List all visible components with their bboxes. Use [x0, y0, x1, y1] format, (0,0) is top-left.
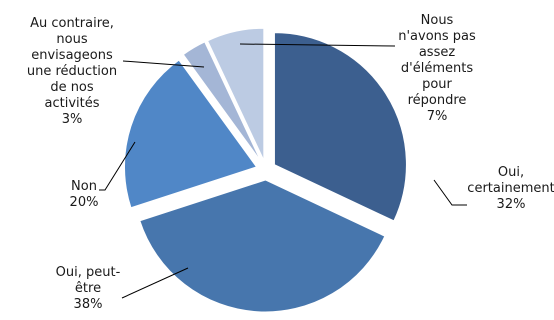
data-label-line: n'avons pas — [398, 29, 476, 44]
leader-line-au-contraire — [122, 60, 205, 68]
label-group: Oui, certainement 32% Oui, peut-être 38% Non 2… — [27, 13, 554, 312]
data-label-line: Nous — [421, 13, 454, 28]
data-label-line: assez — [419, 45, 456, 60]
data-label-line: Oui, — [498, 165, 524, 180]
pie-slice-non — [124, 59, 258, 209]
data-label-oui-peut-etre: Oui, peut-être 38% — [56, 265, 121, 312]
leader-line-oui-certainement — [433, 179, 467, 206]
data-label-line: être — [75, 281, 101, 296]
leader-line-non — [99, 141, 136, 191]
data-label-line: de nos — [50, 80, 94, 95]
pie-slice-oui-certainement — [273, 32, 407, 222]
data-label-line: Au contraire, — [30, 16, 114, 31]
data-label-line: 38% — [74, 297, 103, 312]
data-label-line: nous — [56, 32, 87, 47]
data-label-line: 32% — [497, 197, 526, 212]
data-label-non: Non 20% — [70, 179, 99, 210]
data-label-oui-certainement: Oui, certainement 32% — [467, 165, 554, 212]
leader-line-nous-navons-pas — [239, 43, 396, 47]
data-label-line: pour — [422, 77, 452, 92]
data-label-line: une réduction — [27, 64, 117, 79]
data-label-line: 3% — [62, 112, 83, 127]
pie-slice-oui-peut-etre — [139, 179, 386, 313]
pie-slice-nous-navons-pas — [206, 27, 265, 161]
data-label-line: d'éléments — [401, 61, 473, 76]
data-label-nous-navons-pas: Nous n'avons pas assez d'éléments pour répond… — [398, 13, 476, 124]
data-label-line: 20% — [70, 195, 99, 210]
data-label-line: répondre — [408, 93, 467, 108]
data-label-line: activités — [45, 96, 100, 111]
data-label-line: envisageons — [31, 48, 113, 63]
pie-slice-au-contraire — [182, 41, 262, 162]
data-label-line: certainement — [467, 181, 554, 196]
slice-group — [124, 27, 407, 313]
data-label-line: Oui, peut- — [56, 265, 121, 280]
data-label-line: Non — [71, 179, 97, 194]
data-label-line: 7% — [427, 109, 448, 124]
leader-line-oui-peut-etre — [121, 267, 189, 299]
leader-line-group — [99, 43, 467, 299]
data-label-au-contraire: Au contraire, nous envisageons une réductio… — [27, 16, 117, 127]
